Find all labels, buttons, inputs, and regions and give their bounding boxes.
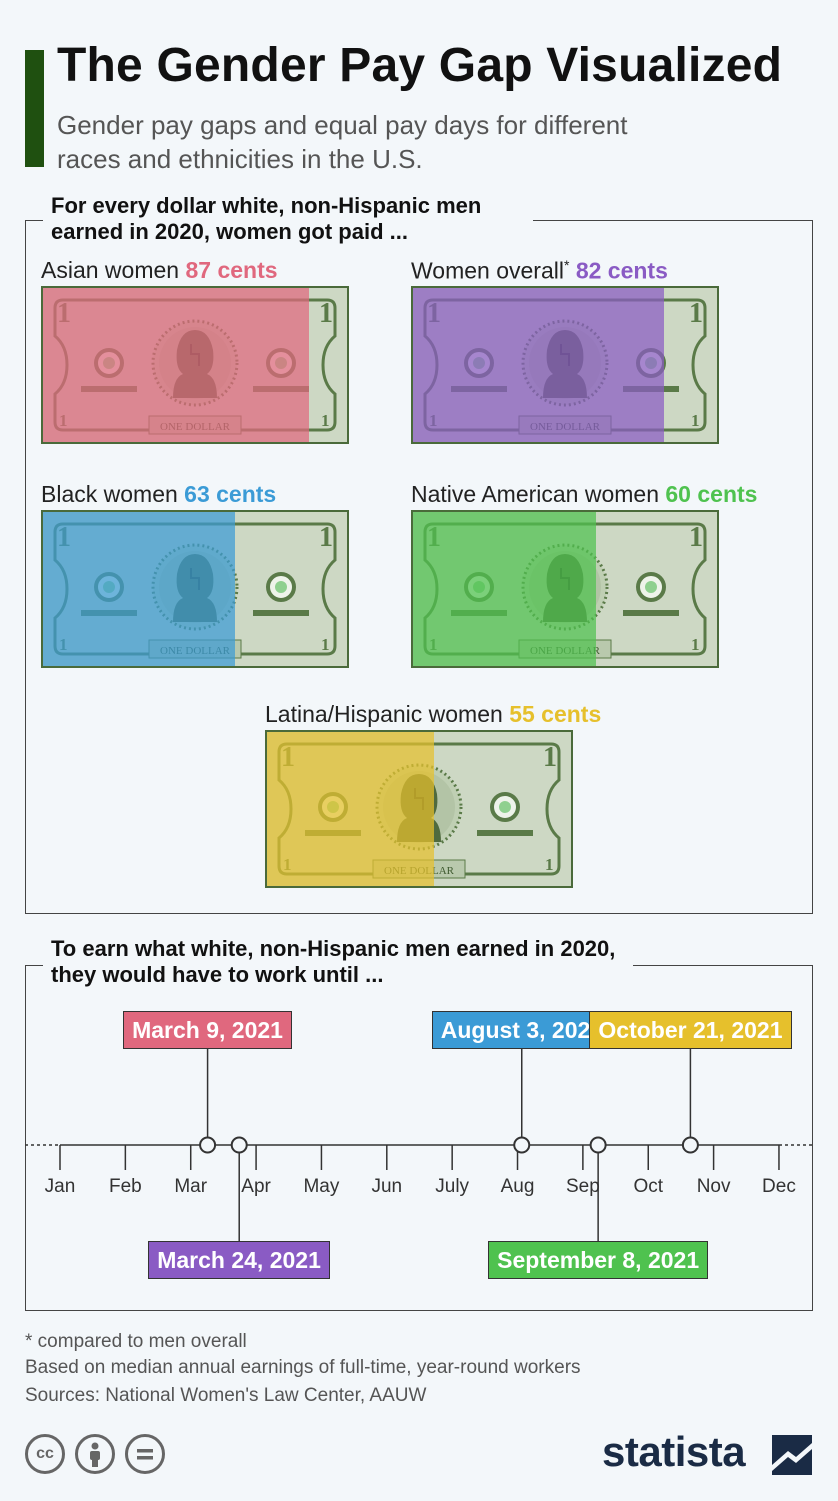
month-label: July <box>435 1176 470 1197</box>
svg-text:1: 1 <box>319 522 333 553</box>
footnote-basis: Based on median annual earnings of full-… <box>25 1357 581 1378</box>
svg-text:1: 1 <box>321 635 330 654</box>
date-point <box>230 1136 248 1154</box>
dollar-bill-black-women: 1111ONE DOLLAR <box>41 510 349 668</box>
month-label: Apr <box>241 1176 271 1197</box>
month-label: Mar <box>174 1176 208 1197</box>
nd-icon <box>125 1434 165 1474</box>
date-label: March 9, 2021 <box>123 1011 292 1049</box>
bill-label-native-american-women: Native American women 60 cents <box>411 481 757 508</box>
date-point <box>513 1136 531 1154</box>
svg-text:1: 1 <box>691 635 700 654</box>
by-icon <box>75 1434 115 1474</box>
bill-label-asian-women: Asian women 87 cents <box>41 257 278 284</box>
date-label: March 24, 2021 <box>148 1241 330 1279</box>
dollar-bill-latina-hispanic-women: 1111ONE DOLLAR <box>265 730 573 888</box>
dollar-panel: For every dollar white, non-Hispanic men… <box>25 193 813 914</box>
dollar-bill-asian-women: 1111ONE DOLLAR <box>41 286 349 444</box>
cents-value: 87 cents <box>185 257 278 283</box>
date-label: August 3, 2021 <box>431 1011 613 1049</box>
category-label: Native American women <box>411 481 659 507</box>
footnote-marker: * <box>563 257 570 273</box>
month-label: Oct <box>633 1176 664 1197</box>
svg-text:1: 1 <box>321 411 330 430</box>
svg-text:1: 1 <box>319 298 333 329</box>
date-label: September 8, 2021 <box>488 1241 709 1279</box>
svg-text:1: 1 <box>543 742 557 773</box>
category-label: Women overall <box>411 257 564 284</box>
footnote-overall: * compared to men overall <box>25 1331 247 1352</box>
category-label: Black women <box>41 481 178 507</box>
month-label: Aug <box>500 1176 535 1197</box>
category-label: Asian women <box>41 257 180 283</box>
timeline-panel: To earn what white, non-Hispanic men ear… <box>25 936 813 1311</box>
statista-logo-icon[interactable] <box>772 1435 812 1475</box>
cents-value: 82 cents <box>575 257 668 284</box>
bill-label-women-overall: Women overall* 82 cents <box>411 257 668 285</box>
category-label: Latina/Hispanic women <box>265 701 503 727</box>
cents-value: 60 cents <box>665 481 758 507</box>
dollar-bill-native-american-women: 1111ONE DOLLAR <box>411 510 719 668</box>
month-label: Nov <box>696 1176 731 1197</box>
cents-value: 55 cents <box>509 701 602 727</box>
cc-icon: cc <box>25 1434 65 1474</box>
cents-value: 63 cents <box>184 481 277 507</box>
title-accent-bar <box>25 50 44 167</box>
month-label: Jan <box>44 1176 76 1197</box>
page-title: The Gender Pay Gap Visualized <box>57 39 783 92</box>
bill-label-black-women: Black women 63 cents <box>41 481 276 508</box>
dollar-bill-women-overall: 1111ONE DOLLAR <box>411 286 719 444</box>
month-label: Feb <box>108 1176 142 1197</box>
statista-brand[interactable]: statista <box>602 1428 746 1475</box>
bill-label-latina-hispanic-women: Latina/Hispanic women 55 cents <box>265 701 601 728</box>
svg-text:1: 1 <box>691 411 700 430</box>
date-point <box>681 1136 699 1154</box>
svg-text:1: 1 <box>545 855 554 874</box>
month-label: May <box>303 1176 340 1197</box>
svg-text:1: 1 <box>689 522 703 553</box>
date-point <box>199 1136 217 1154</box>
date-label: October 21, 2021 <box>589 1011 792 1049</box>
month-label: Dec <box>762 1176 796 1197</box>
page-subtitle: Gender pay gaps and equal pay days for d… <box>57 110 628 174</box>
month-label: Jun <box>371 1176 403 1197</box>
date-point <box>589 1136 607 1154</box>
month-label: Sep <box>565 1176 600 1197</box>
timeline-panel-heading: To earn what white, non-Hispanic men ear… <box>43 936 633 988</box>
dollar-panel-heading: For every dollar white, non-Hispanic men… <box>43 193 533 245</box>
svg-text:1: 1 <box>689 298 703 329</box>
footnote-sources: Sources: National Women's Law Center, AA… <box>25 1385 427 1406</box>
